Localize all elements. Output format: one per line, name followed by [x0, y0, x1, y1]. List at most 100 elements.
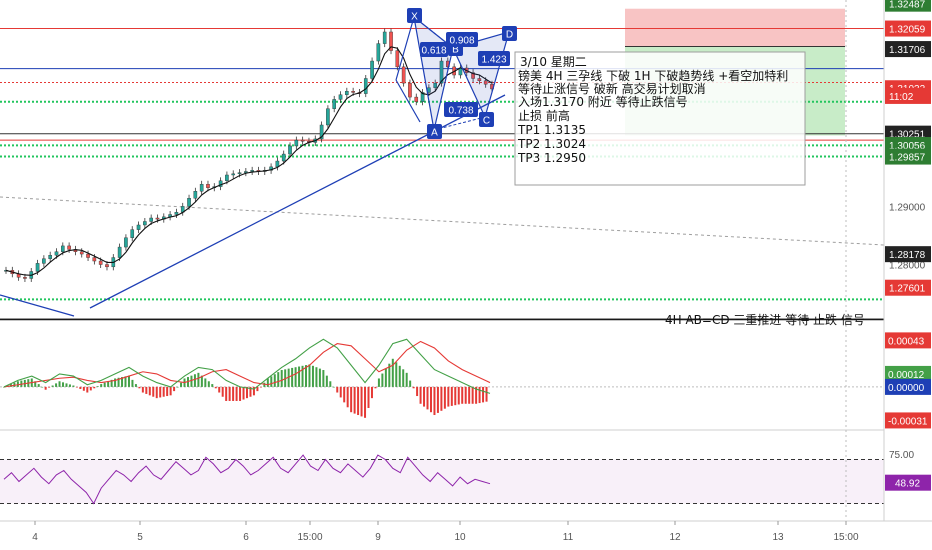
- price-tag-text: 1.32059: [889, 25, 926, 36]
- price-tag-text: 1.29857: [889, 153, 926, 164]
- pattern-point-x[interactable]: X: [407, 8, 422, 23]
- rsi-panel[interactable]: [0, 454, 884, 505]
- candle-body: [237, 172, 242, 175]
- pattern-point-label: C: [483, 116, 490, 127]
- macd-histogram-bar: [100, 384, 103, 387]
- trade-note-box[interactable]: 3/10 星期二 镑美 4H 三孕线 下破 1H 下破趋势线 +看空加特利 等待…: [514, 51, 806, 186]
- macd-histogram-bar: [374, 386, 377, 389]
- macd-histogram-bar: [468, 386, 471, 404]
- macd-tag[interactable]: 0.00043: [885, 332, 931, 349]
- time-tick-label: 10: [454, 532, 466, 543]
- pattern-leg: [395, 16, 415, 81]
- candle-body: [370, 60, 374, 79]
- macd-histogram-bar: [44, 386, 47, 390]
- note-line: 等待止涨信号 破新 高交易计划取消: [518, 81, 706, 96]
- macd-histogram-bar: [173, 386, 176, 392]
- macd-histogram-bar: [273, 374, 276, 387]
- macd-panel[interactable]: [0, 338, 884, 431]
- price-tag[interactable]: 1.29857: [885, 148, 931, 165]
- candle-body: [231, 173, 236, 176]
- pattern-leg: [395, 79, 421, 123]
- macd-histogram-bar: [110, 379, 113, 387]
- macd-histogram-bar: [478, 386, 481, 404]
- candle-body: [61, 245, 65, 252]
- macd-tag-bg: [885, 378, 931, 395]
- macd-histogram-bar: [263, 382, 266, 387]
- candle-body: [351, 91, 355, 93]
- pattern-point-a[interactable]: A: [427, 124, 442, 139]
- macd-histogram-bar: [72, 385, 75, 387]
- macd-histogram-bar: [86, 386, 89, 393]
- pattern-ratio-badge: [420, 42, 448, 57]
- pattern-point-label: B: [452, 45, 459, 56]
- pattern-ratio-label[interactable]: 0.618: [420, 42, 448, 57]
- macd-tag[interactable]: 0.00000: [885, 378, 931, 395]
- price-tag-bg: [885, 0, 931, 12]
- price-tick-label: 1.29000: [889, 202, 926, 213]
- macd-histogram-bar: [65, 383, 68, 387]
- time-tick-label: 15:00: [297, 532, 322, 543]
- candle-body: [389, 31, 393, 51]
- pattern-ratio-label[interactable]: 0.738: [444, 102, 478, 117]
- candle-body: [86, 253, 90, 258]
- pattern-ratio-label[interactable]: 0.908: [446, 32, 478, 47]
- price-tag[interactable]: 1.32487: [885, 0, 931, 12]
- macd-tag-bg: [885, 332, 931, 349]
- pattern-ratio-label[interactable]: 1.423: [478, 51, 510, 66]
- candle-body: [67, 245, 71, 250]
- pattern-point-d[interactable]: D: [502, 26, 517, 41]
- price-tag[interactable]: 1.27601: [885, 279, 931, 296]
- macd-histogram-bar: [252, 386, 255, 396]
- macd-histogram-bar: [89, 386, 92, 391]
- time-tick-label: 12: [669, 532, 681, 543]
- macd-histogram-bar: [301, 365, 304, 387]
- note-line: TP2 1.3024: [517, 137, 586, 151]
- pattern-point-c[interactable]: C: [479, 112, 494, 127]
- candle-body: [319, 124, 324, 140]
- pattern-point-badge: [479, 112, 494, 127]
- macd-histogram-bar: [211, 384, 214, 387]
- price-tag-text: 1.30056: [889, 141, 926, 152]
- candle-body: [35, 263, 40, 272]
- candle-body: [130, 229, 135, 238]
- macd-histogram-bar: [159, 386, 162, 398]
- macd-histogram-bar: [256, 386, 259, 392]
- candle-body: [275, 160, 280, 168]
- macd-histogram-bar: [200, 375, 203, 387]
- macd-histogram-bar: [204, 378, 207, 387]
- macd-histogram-bar: [41, 386, 44, 388]
- macd-histogram-bar: [377, 378, 380, 387]
- candle-body: [332, 99, 337, 109]
- candle-body: [206, 184, 210, 188]
- price-tag[interactable]: 1.31706: [885, 41, 931, 58]
- price-tag[interactable]: 1.28178: [885, 246, 931, 263]
- macd-histogram-bar: [266, 378, 269, 387]
- macd-histogram-bar: [454, 386, 457, 406]
- rsi-current-tag: [885, 474, 931, 491]
- price-tag[interactable]: 11:02: [885, 87, 931, 104]
- macd-histogram-bar: [34, 381, 37, 387]
- candle-body: [345, 91, 349, 95]
- macd-histogram-bar: [450, 386, 453, 406]
- candle-body: [376, 43, 381, 62]
- macd-histogram-bar: [405, 372, 408, 387]
- macd-histogram-bar: [207, 381, 210, 387]
- macd-histogram-bar: [464, 386, 467, 404]
- macd-histogram-bar: [37, 384, 40, 387]
- price-tag[interactable]: 1.32059: [885, 20, 931, 37]
- candle-body: [124, 237, 128, 248]
- macd-histogram-bar: [68, 384, 71, 387]
- macd-histogram-bar: [16, 381, 19, 387]
- macd-tag[interactable]: 0.00012: [885, 365, 931, 382]
- macd-histogram-bar: [388, 363, 391, 387]
- macd-tag[interactable]: -0.00031: [885, 412, 931, 429]
- rsi-current-tag-text: 48.92: [895, 479, 920, 490]
- candle-body: [382, 31, 387, 44]
- macd-histogram-bar: [318, 368, 321, 387]
- macd-histogram-bar: [58, 381, 61, 387]
- macd-histogram-bar: [336, 386, 339, 393]
- price-axis[interactable]: 1.290001.280001.324871.320591.317061.310…: [883, 0, 931, 521]
- macd-histogram-bar: [79, 386, 82, 390]
